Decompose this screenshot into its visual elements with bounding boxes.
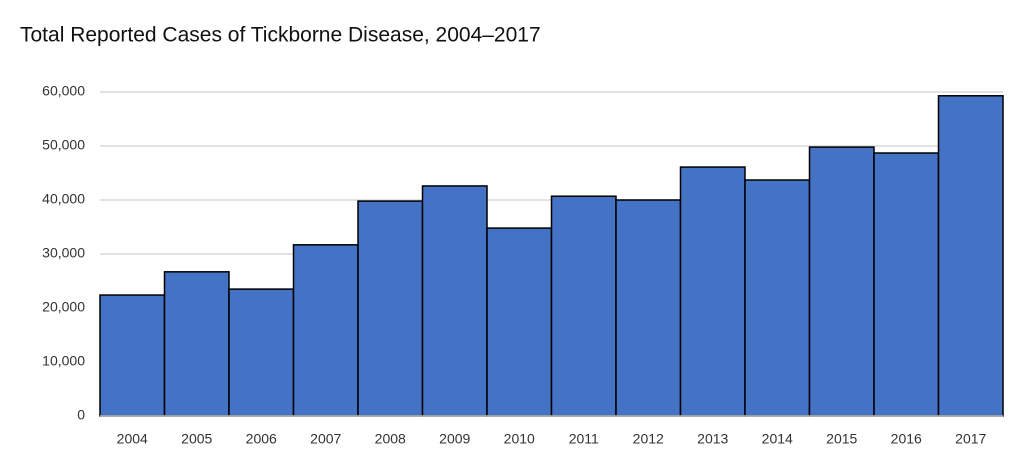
x-tick-label: 2012 <box>633 431 664 447</box>
bar <box>808 146 875 417</box>
bar <box>744 179 811 417</box>
x-tick-label: 2010 <box>504 431 535 447</box>
y-tick-label: 60,000 <box>42 83 85 99</box>
bar <box>99 294 166 417</box>
bar <box>357 200 424 417</box>
bar <box>550 195 617 417</box>
bar <box>615 199 682 417</box>
x-tick-label: 2011 <box>569 431 599 447</box>
bar <box>873 152 940 417</box>
bar <box>228 288 295 417</box>
bar <box>486 227 553 417</box>
x-tick-label: 2016 <box>891 431 922 447</box>
x-tick-label: 2015 <box>826 431 857 447</box>
x-tick-label: 2005 <box>181 431 212 447</box>
y-tick-label: 40,000 <box>42 191 85 207</box>
y-tick-label: 30,000 <box>42 245 85 261</box>
bar <box>937 95 1004 417</box>
y-tick-label: 20,000 <box>42 299 85 315</box>
x-tick-label: 2009 <box>439 431 470 447</box>
y-tick-label: 50,000 <box>42 137 85 153</box>
x-tick-label: 2006 <box>246 431 277 447</box>
x-tick-label: 2004 <box>117 431 148 447</box>
bar <box>292 244 359 417</box>
x-tick-label: 2014 <box>762 431 793 447</box>
x-tick-label: 2017 <box>955 431 986 447</box>
bar <box>421 185 488 417</box>
x-tick-label: 2008 <box>375 431 406 447</box>
bar <box>163 271 230 417</box>
y-tick-label: 0 <box>77 407 85 423</box>
chart-title: Total Reported Cases of Tickborne Diseas… <box>20 24 541 47</box>
y-tick-label: 10,000 <box>42 353 85 369</box>
x-tick-label: 2007 <box>310 431 341 447</box>
bar <box>679 166 746 417</box>
x-tick-label: 2013 <box>697 431 728 447</box>
